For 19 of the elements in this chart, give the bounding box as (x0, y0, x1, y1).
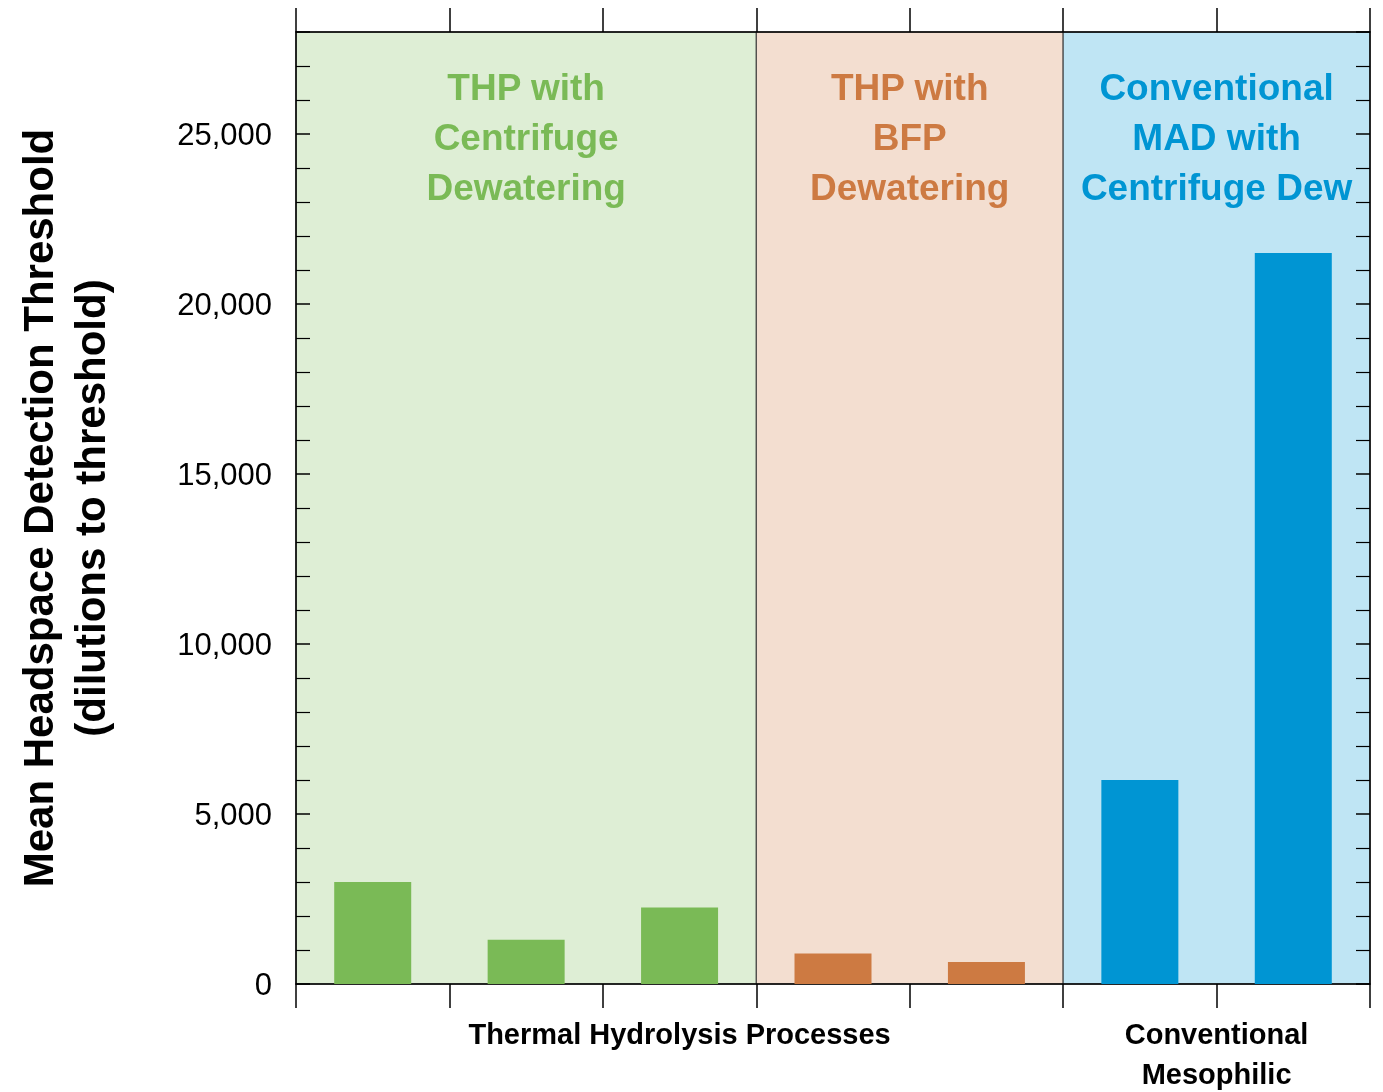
text: Conventional Mesophilic (1124, 1018, 1309, 1090)
y-tick-label: 25,000 (177, 116, 272, 152)
text: THP with BFP Dewatering (810, 66, 1010, 208)
series-label: Conventional MAD with Centrifuge Dew (1080, 66, 1353, 208)
bar (1254, 253, 1332, 984)
bar (1101, 780, 1179, 984)
y-tick-label: 10,000 (177, 626, 272, 662)
bar (794, 953, 872, 984)
y-tick-label: 0 (254, 966, 272, 1002)
bar (487, 939, 565, 984)
text: Thermal Hydrolysis Processes (468, 1018, 891, 1050)
y-tick-label: 15,000 (177, 456, 272, 492)
bar (334, 882, 412, 984)
bar (947, 961, 1025, 984)
y-axis-title: Mean Headspace Detection Threshold (dilutions to threshold) (14, 128, 114, 888)
y-tick-label: 20,000 (177, 286, 272, 322)
bar (641, 907, 719, 984)
text: THP with Centrifuge Dewatering (426, 66, 626, 208)
y-tick-label: 5,000 (194, 796, 272, 832)
